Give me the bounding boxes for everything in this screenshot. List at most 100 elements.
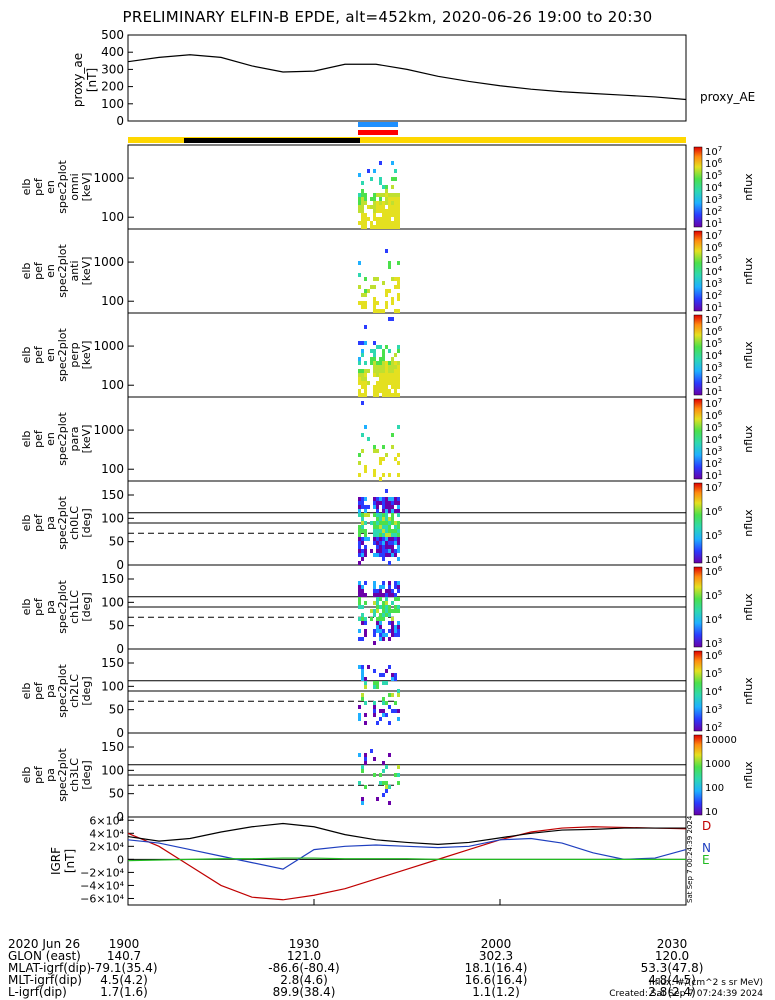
spectrogram-cell [379,385,382,389]
spectrogram-cell [388,265,391,269]
spectrogram-cell [385,453,388,457]
spectrogram-cell [361,505,364,509]
spectrogram-cell [385,305,388,309]
spectrogram-cell [382,217,385,221]
spectrogram-cell [376,393,379,397]
spectrogram-cell [364,617,367,621]
spectrogram-cell [382,201,385,205]
spectrogram-cell [379,177,382,181]
spectrogram-cell [382,365,385,369]
spectrogram-cell [385,213,388,217]
spectrogram-cell [394,605,397,609]
spectrogram-cell [388,201,391,205]
spectrogram-cell [358,581,361,585]
spectrogram-cell [370,225,373,229]
spectrogram-cell [364,761,367,765]
spectrogram-cell [358,545,361,549]
footer-value: 121.0 [286,949,322,963]
spectrogram-cell [373,713,376,717]
spectrogram-cell [397,297,400,301]
spectrogram-cell [364,621,367,625]
ytick-label-pa_ch3: 100 [101,763,124,777]
spectrogram-cell [397,549,400,553]
spectrogram-cell [388,193,391,197]
spectrogram-cell [382,381,385,385]
spectrogram-cell [397,505,400,509]
spectrogram-cell [388,637,391,641]
spectrogram-cell [382,225,385,229]
spectrogram-cell [391,297,394,301]
panel-ylabel: elb [20,515,33,532]
spectrogram-cell [373,389,376,393]
spectrogram-cell [376,529,379,533]
spectrogram-cell [358,601,361,605]
spectrogram-cell [397,217,400,221]
spectrogram-cell [376,629,379,633]
spectrogram-cell [376,309,379,313]
spectrogram-cell [364,681,367,685]
spectrogram-cell [376,537,379,541]
spectrogram-cell [394,609,397,613]
spectrogram-cell [361,637,364,641]
spectrogram-cell [385,513,388,517]
panel-ylabel: [deg] [80,508,93,537]
spectrogram-cell [388,365,391,369]
spectrogram-cell [379,517,382,521]
spectrogram-cell [376,553,379,557]
spectrogram-cell [385,209,388,213]
spectrogram-cell [391,433,394,437]
spectrogram-cell [397,281,400,285]
colorbar-en_anti [693,230,703,312]
spectrogram-cell [391,373,394,377]
spectrogram-cell [382,521,385,525]
spectrogram-cell [391,673,394,677]
spectrogram-cell [364,785,367,789]
spectrogram-cell [394,353,397,357]
spectrogram-cell [364,361,367,365]
footer-row-label-0: 2020 Jun 26 [8,937,81,951]
colorbar-pa_ch1 [693,566,703,648]
spectrogram-cell [358,541,361,545]
spectrogram-cell [382,713,385,717]
spectrogram-cell [391,553,394,557]
spectrogram-cell [397,589,400,593]
panel-ylabel: ch3LC [68,758,81,792]
spectrogram-cell [391,177,394,181]
proxy-ae-series-label: proxy_AE [700,90,755,104]
colorbar-label: nflux [742,593,755,621]
spectrogram-cell [373,641,376,645]
spectrogram-cell [385,525,388,529]
igrf-ylabel: IGRF [49,847,63,875]
spectrogram-cell [394,457,397,461]
spectrogram-cell [388,373,391,377]
panel-ylabel: elb [20,179,33,196]
colorbar-tick-label: 105 [705,667,722,680]
spectrogram-cell [373,301,376,305]
spectrogram-cell [391,445,394,449]
panel-ylabel: pa [44,684,57,698]
spectrogram-cell [391,501,394,505]
spectrogram-cell [367,169,370,173]
spectrogram-cell [382,709,385,713]
spectrogram-cell [388,585,391,589]
collection-marker-blue [358,122,398,127]
spectrogram-cell [397,513,400,517]
spectrogram-cell [361,369,364,373]
spectrogram-cell [382,385,385,389]
spectrogram-cell [358,453,361,457]
panel-ylabel: para [68,427,81,452]
spectrogram-cell [373,225,376,229]
footer-value: 89.9(38.4) [272,985,336,999]
colorbar-tick-label: 106 [705,565,723,578]
spectrogram-cell [379,209,382,213]
spectrogram-cell [385,601,388,605]
ytick-label-en_anti: 100 [101,294,124,308]
spectrogram-cell [382,601,385,605]
spectrogram-cell [385,377,388,381]
spectrogram-cell [379,201,382,205]
spectrogram-cell [373,385,376,389]
spectrogram-cell [385,369,388,373]
panel-ylabel: pef [32,597,45,616]
spectrogram-cell [358,713,361,717]
igrf-frame [127,816,687,906]
